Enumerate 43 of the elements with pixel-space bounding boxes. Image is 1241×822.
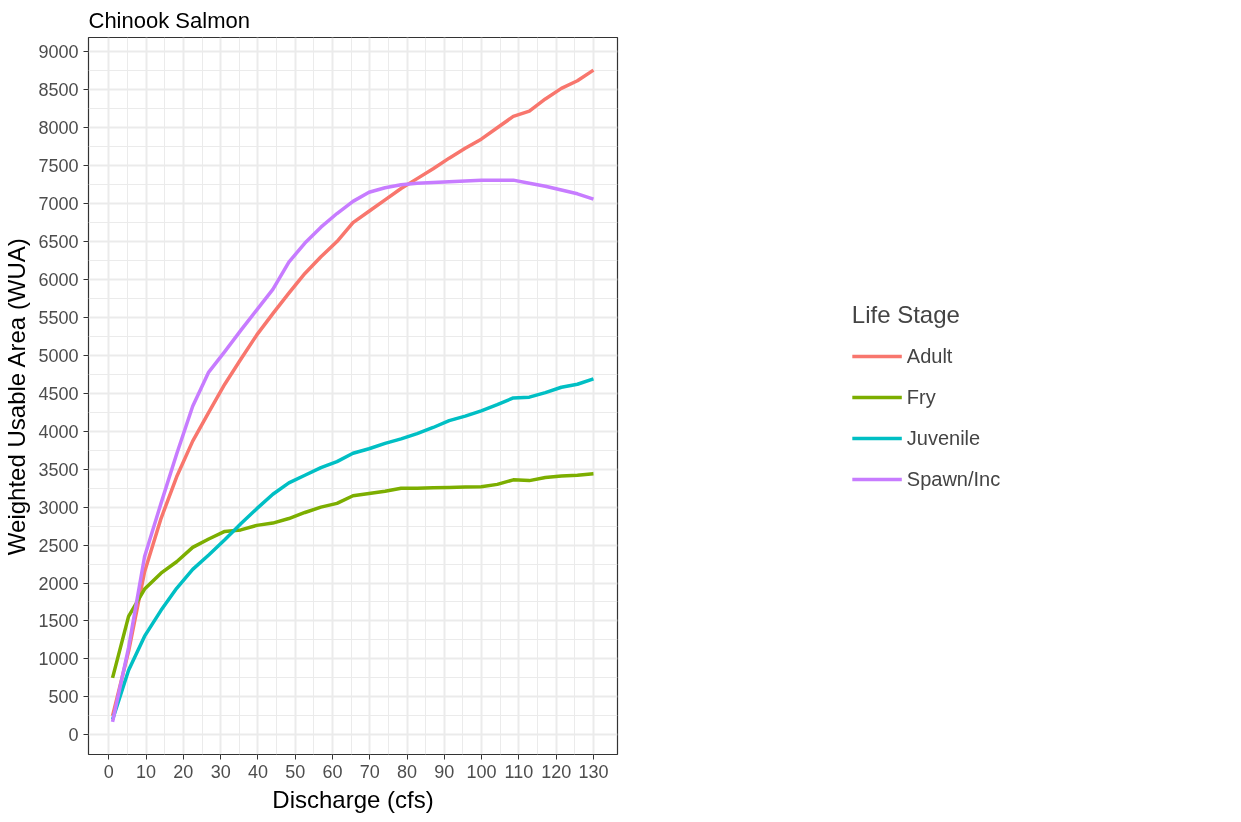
x-tick-label: 50: [285, 761, 306, 782]
y-tick-label: 8500: [38, 80, 79, 101]
y-tick-label: 3000: [38, 497, 79, 518]
x-tick-label: 40: [247, 761, 268, 782]
y-tick-label: 500: [48, 687, 79, 708]
y-tick-label: 0: [68, 725, 79, 746]
line-series: [110, 178, 596, 724]
x-tick-label: 70: [359, 761, 380, 782]
y-tick-label: 7000: [38, 194, 79, 215]
y-tick-label: 5000: [38, 345, 79, 366]
legend-label: Adult: [906, 344, 953, 368]
x-axis-title: Discharge (cfs): [272, 785, 434, 813]
y-tick-label: 1500: [38, 611, 79, 632]
y-tick-label: 6500: [38, 232, 79, 253]
x-tick-label: 20: [173, 761, 194, 782]
y-tick-label: 5500: [38, 307, 79, 328]
x-tick-label: 80: [397, 761, 418, 782]
y-tick-label: 7500: [38, 156, 79, 177]
x-tick-label: 0: [103, 761, 114, 782]
y-tick-label: 8000: [38, 118, 79, 139]
y-tick-label: 4000: [38, 421, 79, 442]
x-tick-label: 110: [504, 761, 534, 782]
legend-label: Fry: [906, 385, 936, 409]
legend-label: Juvenile: [906, 426, 981, 450]
x-tick-label: 100: [466, 761, 497, 782]
legend-label: Spawn/Inc: [906, 467, 1001, 491]
x-tick-label: 130: [578, 761, 609, 782]
y-tick-label: 2500: [38, 535, 79, 556]
line-series: [110, 472, 596, 680]
y-tick-label: 6000: [38, 270, 79, 291]
y-tick-label: 1000: [38, 649, 79, 670]
y-tick-label: 2000: [38, 573, 79, 594]
y-tick-label: 3500: [38, 459, 79, 480]
x-tick-label: 10: [136, 761, 157, 782]
x-tick-label: 60: [322, 761, 343, 782]
x-tick-label: 30: [210, 761, 231, 782]
y-axis-title: Weighted Usable Area (WUA): [3, 238, 31, 556]
x-tick-label: 90: [434, 761, 455, 782]
chart-title: Chinook Salmon: [88, 7, 250, 33]
y-tick-label: 4500: [38, 383, 79, 404]
legend-title: Life Stage: [851, 300, 961, 329]
y-tick-label: 9000: [38, 42, 79, 63]
x-tick-label: 120: [541, 761, 572, 782]
